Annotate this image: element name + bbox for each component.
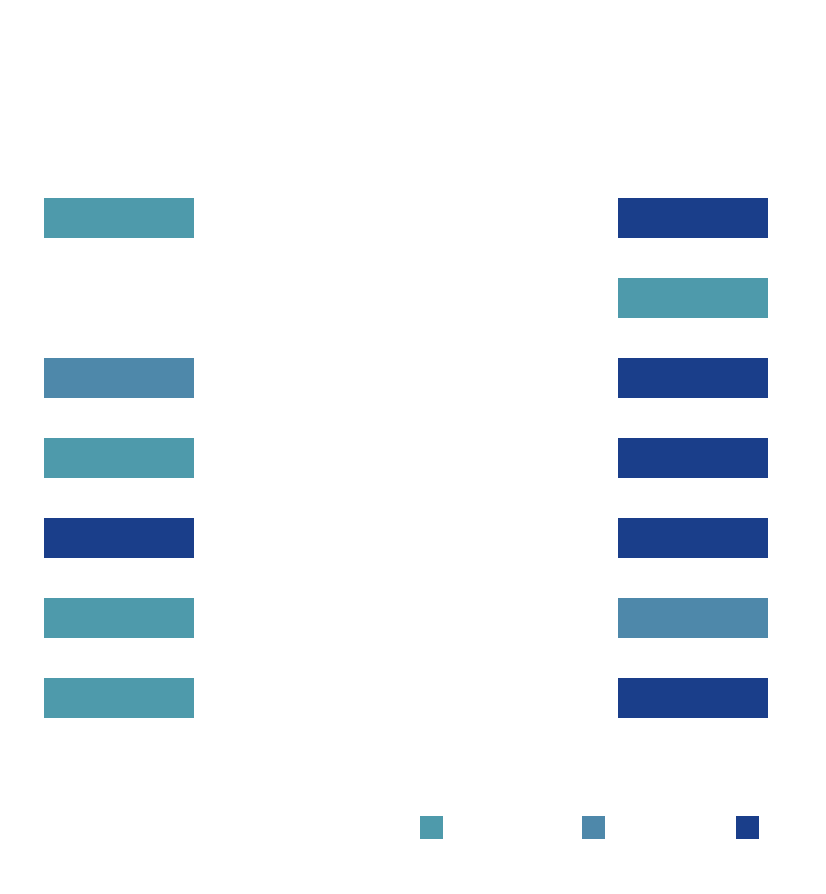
left-block-4 bbox=[44, 438, 194, 478]
legend-swatch-navy bbox=[736, 816, 759, 839]
right-block-2 bbox=[618, 278, 768, 318]
right-block-1 bbox=[618, 198, 768, 238]
left-block-3 bbox=[44, 358, 194, 398]
right-block-3 bbox=[618, 358, 768, 398]
right-block-7 bbox=[618, 678, 768, 718]
legend-swatch-teal bbox=[420, 816, 443, 839]
right-block-5 bbox=[618, 518, 768, 558]
legend-swatch-steel bbox=[582, 816, 605, 839]
left-block-6 bbox=[44, 598, 194, 638]
left-block-7 bbox=[44, 678, 194, 718]
left-block-5 bbox=[44, 518, 194, 558]
left-block-1 bbox=[44, 198, 194, 238]
right-block-4 bbox=[618, 438, 768, 478]
right-block-6 bbox=[618, 598, 768, 638]
